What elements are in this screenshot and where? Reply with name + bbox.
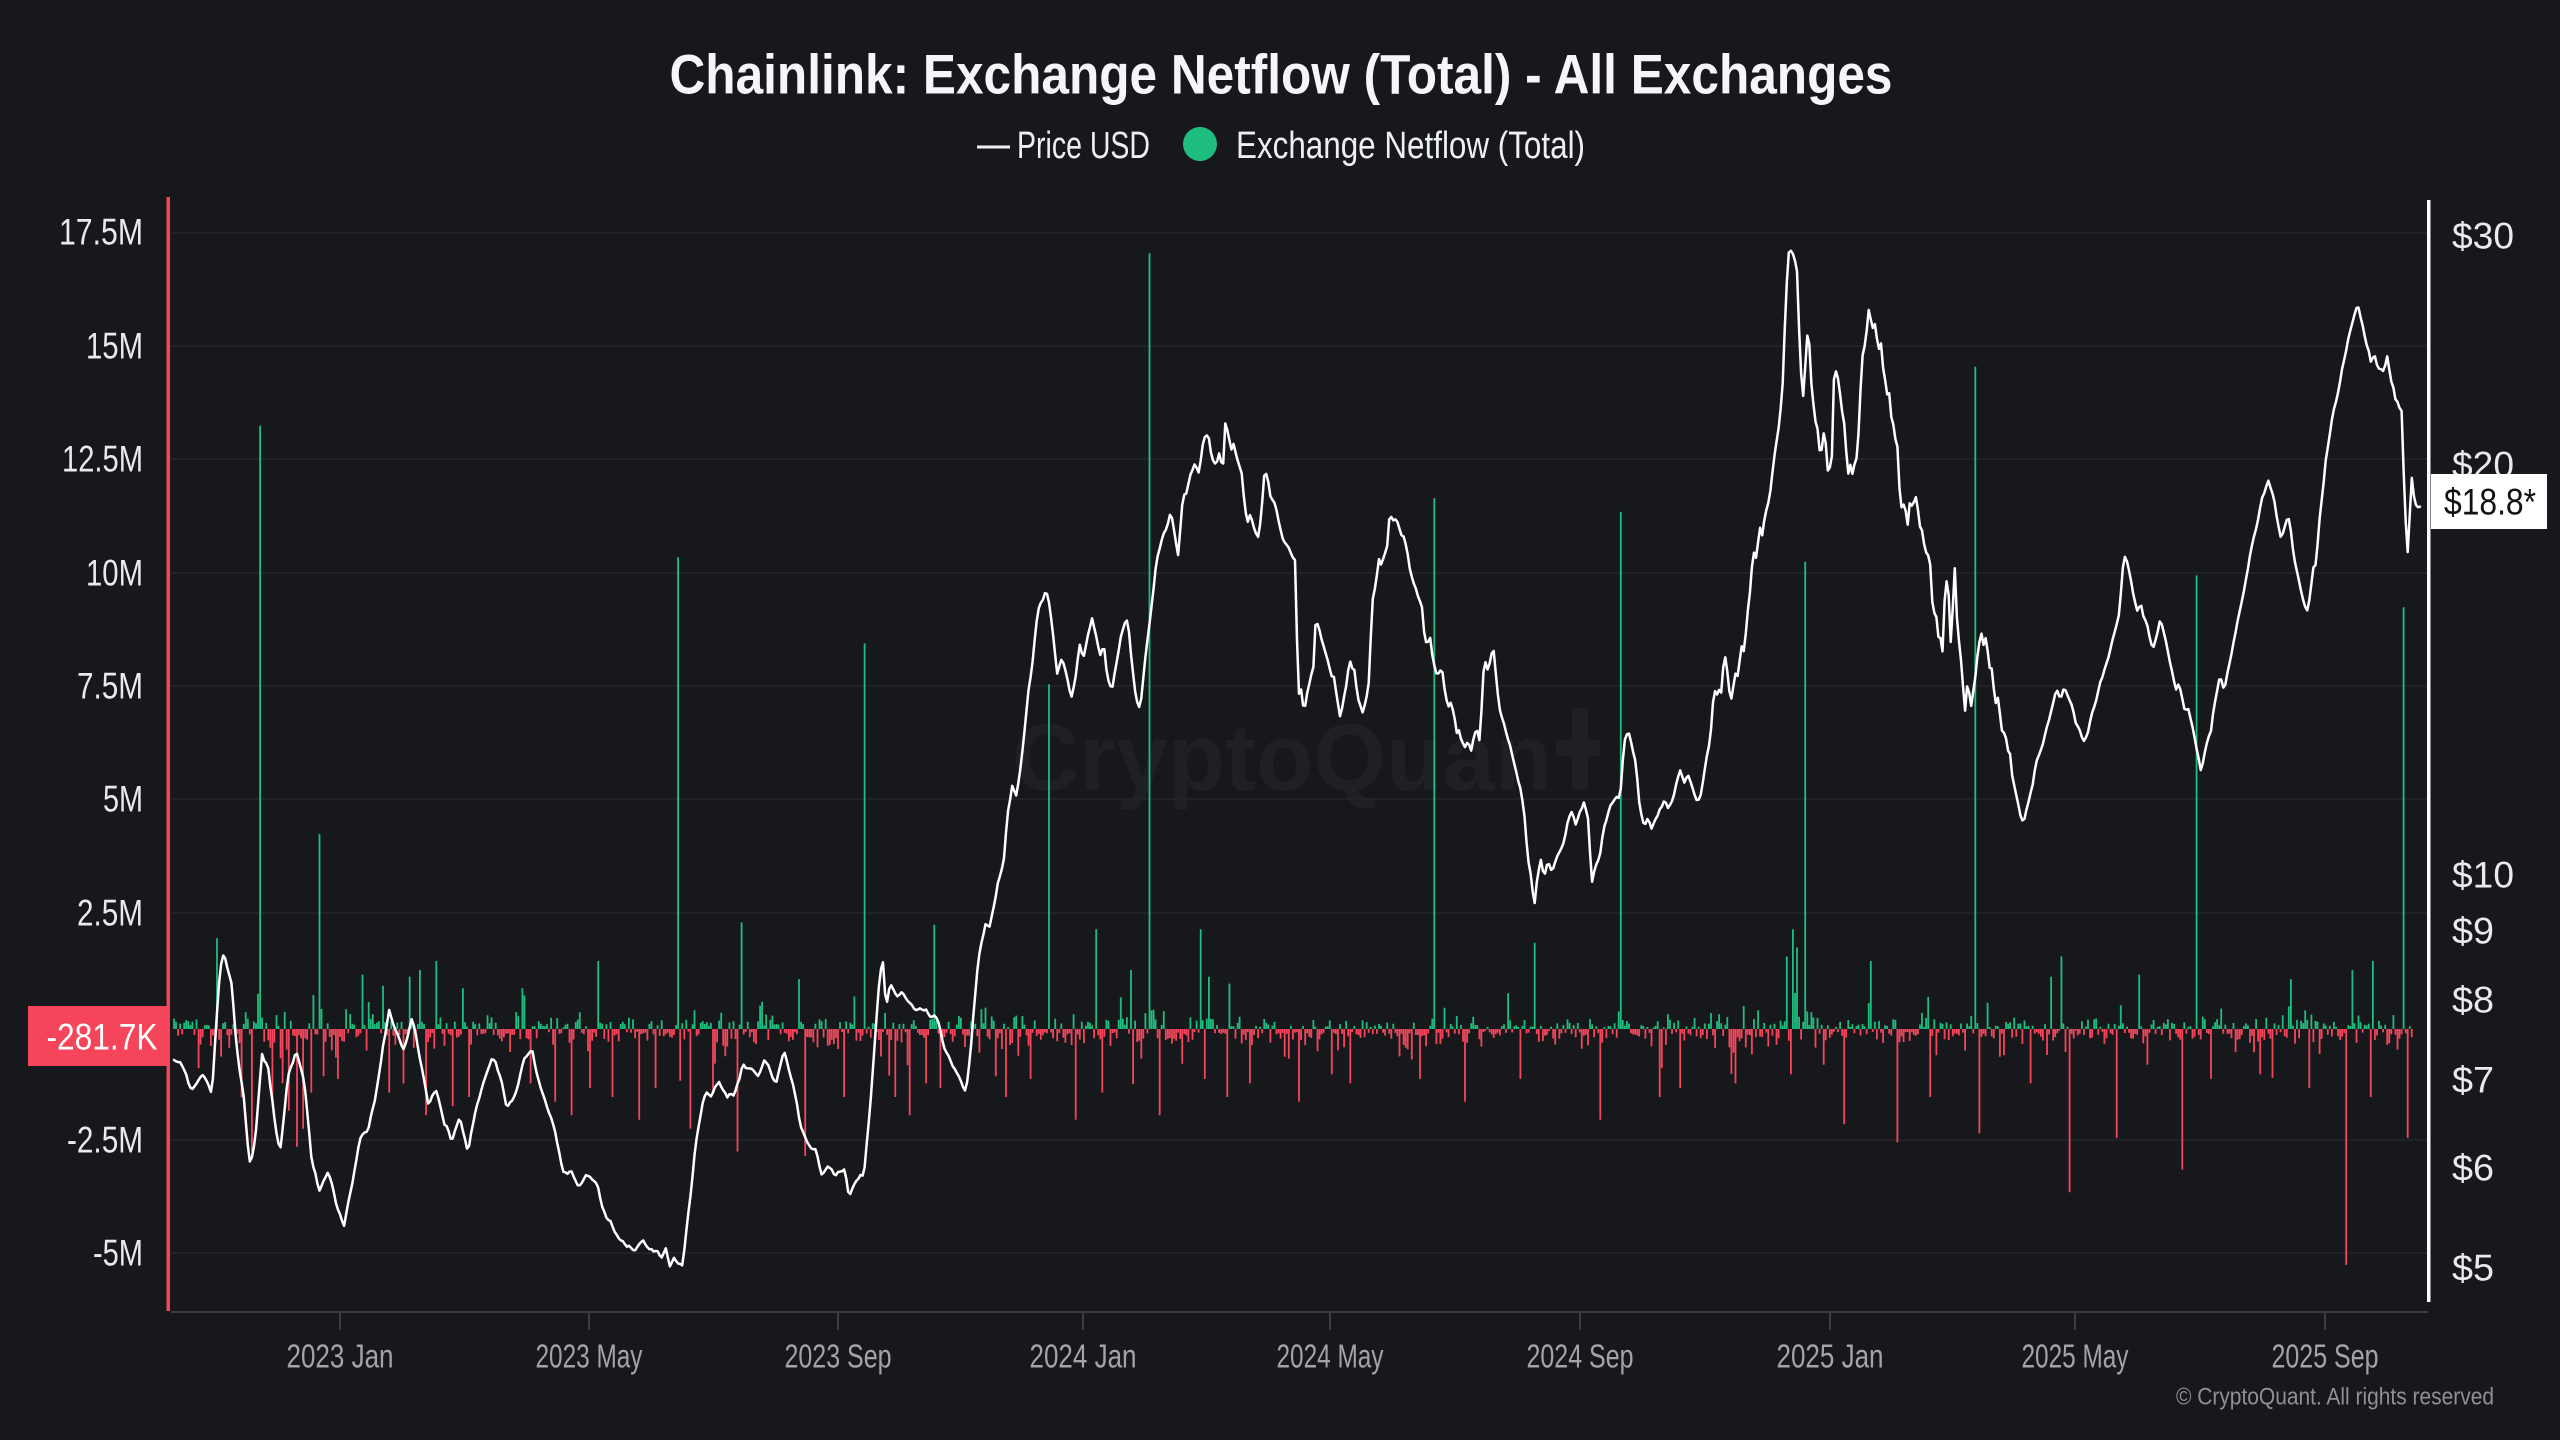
svg-text:2023 May: 2023 May (536, 1338, 643, 1375)
svg-text:Chainlink: Exchange Netflow (T: Chainlink: Exchange Netflow (Total) - Al… (670, 43, 1893, 106)
svg-text:$7: $7 (2452, 1060, 2494, 1101)
svg-text:2023 Jan: 2023 Jan (287, 1338, 394, 1375)
svg-text:2025 Sep: 2025 Sep (2272, 1338, 2379, 1375)
svg-text:15M: 15M (86, 326, 143, 367)
svg-text:17.5M: 17.5M (59, 212, 143, 253)
svg-text:Exchange Netflow (Total): Exchange Netflow (Total) (1236, 125, 1585, 167)
svg-text:12.5M: 12.5M (62, 439, 143, 480)
svg-text:$5: $5 (2452, 1248, 2494, 1289)
svg-text:$18.8*: $18.8* (2444, 482, 2536, 523)
svg-text:$8: $8 (2452, 980, 2494, 1021)
svg-text:$6: $6 (2452, 1148, 2494, 1189)
svg-text:CryptoQuan: CryptoQuan (1012, 705, 1552, 811)
svg-text:2024 May: 2024 May (1277, 1338, 1384, 1375)
svg-text:-2.5M: -2.5M (67, 1120, 143, 1161)
svg-text:2023 Sep: 2023 Sep (785, 1338, 892, 1375)
svg-text:7.5M: 7.5M (77, 666, 143, 707)
svg-text:-5M: -5M (93, 1233, 143, 1274)
svg-text:-281.7K: -281.7K (47, 1017, 158, 1058)
svg-text:$9: $9 (2452, 911, 2494, 952)
svg-text:$10: $10 (2452, 855, 2514, 896)
svg-text:2.5M: 2.5M (77, 893, 143, 934)
svg-text:10M: 10M (86, 553, 143, 594)
svg-text:5M: 5M (103, 779, 143, 820)
svg-text:2024 Sep: 2024 Sep (1527, 1338, 1634, 1375)
svg-text:2025 Jan: 2025 Jan (1777, 1338, 1884, 1375)
svg-text:2025 May: 2025 May (2022, 1338, 2129, 1375)
svg-text:$30: $30 (2452, 216, 2514, 257)
svg-text:© CryptoQuant. All rights rese: © CryptoQuant. All rights reserved (2176, 1384, 2494, 1411)
svg-text:Price USD: Price USD (1017, 125, 1150, 167)
svg-text:2024 Jan: 2024 Jan (1030, 1338, 1137, 1375)
